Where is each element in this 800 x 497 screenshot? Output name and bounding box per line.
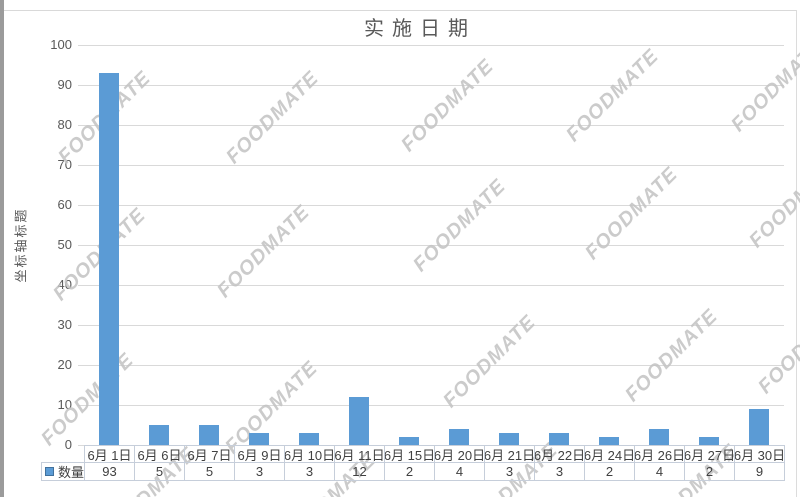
table-value-cell: 4 — [634, 462, 685, 481]
watermark-text: FOODMATE — [397, 55, 499, 157]
table-value-cell: 5 — [134, 462, 185, 481]
chart-border-right — [796, 10, 797, 497]
table-header-cell: 6月 22日 — [534, 445, 585, 463]
chart-title: 实施日期 — [364, 18, 476, 40]
table-value-cell: 2 — [684, 462, 735, 481]
gridline — [78, 205, 784, 206]
bar-6月 9日 — [249, 433, 269, 445]
gridline — [78, 125, 784, 126]
table-value-cell: 5 — [184, 462, 235, 481]
table-header-cell: 6月 7日 — [184, 445, 235, 463]
bar-6月 6日 — [149, 425, 169, 445]
table-header-cell: 6月 9日 — [234, 445, 285, 463]
table-value-cell: 3 — [484, 462, 535, 481]
watermark-text: FOODMATE — [745, 151, 800, 253]
table-value-cell: 3 — [234, 462, 285, 481]
table-value-cell: 3 — [284, 462, 335, 481]
table-header-cell: 6月 24日 — [584, 445, 635, 463]
gridline — [78, 165, 784, 166]
table-header-cell: 6月 6日 — [134, 445, 185, 463]
table-header-cell: 6月 26日 — [634, 445, 685, 463]
table-header-cell: 6月 30日 — [734, 445, 785, 463]
table-value-cell: 3 — [534, 462, 585, 481]
y-axis-tick-label: 90 — [57, 77, 72, 92]
gridline — [78, 325, 784, 326]
bar-6月 26日 — [649, 429, 669, 445]
table-header-cell: 6月 27日 — [684, 445, 735, 463]
legend-key-icon — [45, 467, 54, 476]
bar-6月 15日 — [399, 437, 419, 445]
gridline — [78, 285, 784, 286]
legend-label: 数量 — [58, 465, 85, 480]
table-value-cell: 12 — [334, 462, 385, 481]
bar-6月 7日 — [199, 425, 219, 445]
table-header-cell: 6月 11日 — [334, 445, 385, 463]
table-header-cell: 6月 1日 — [84, 445, 135, 463]
y-axis-tick-label: 40 — [57, 277, 72, 292]
bar-6月 27日 — [699, 437, 719, 445]
chart-border-top — [4, 10, 797, 11]
watermark-text: FOODMATE — [439, 311, 541, 413]
table-value-cell: 4 — [434, 462, 485, 481]
table-header-cell: 6月 15日 — [384, 445, 435, 463]
y-axis-tick-label: 0 — [64, 437, 72, 452]
watermark-text: FOODMATE — [727, 35, 800, 137]
bar-6月 22日 — [549, 433, 569, 445]
y-axis-tick-label: 30 — [57, 317, 72, 332]
bar-6月 30日 — [749, 409, 769, 445]
gridline — [78, 405, 784, 406]
bar-6月 11日 — [349, 397, 369, 445]
gridline — [78, 85, 784, 86]
watermark-text: FOODMATE — [562, 45, 664, 147]
watermark-text: FOODMATE — [213, 201, 315, 303]
y-axis-tick-label: 60 — [57, 197, 72, 212]
bar-6月 1日 — [99, 73, 119, 445]
table-value-cell: 9 — [734, 462, 785, 481]
bar-6月 24日 — [599, 437, 619, 445]
bar-6月 21日 — [499, 433, 519, 445]
y-axis-tick-label: 50 — [57, 237, 72, 252]
y-axis-tick-label: 20 — [57, 357, 72, 372]
window-edge-strip — [0, 0, 4, 497]
bar-6月 20日 — [449, 429, 469, 445]
bar-6月 10日 — [299, 433, 319, 445]
legend-cell: 数量 — [41, 462, 85, 481]
y-axis-title: 坐标轴标题 — [13, 207, 29, 283]
table-value-cell: 2 — [584, 462, 635, 481]
table-value-cell: 2 — [384, 462, 435, 481]
y-axis-tick-label: 100 — [50, 37, 72, 52]
y-axis-tick-label: 10 — [57, 397, 72, 412]
watermark-text: FOODMATE — [621, 305, 723, 407]
table-header-cell: 6月 21日 — [484, 445, 535, 463]
watermark-text: FOODMATE — [222, 67, 324, 169]
gridline — [78, 245, 784, 246]
y-axis-tick-label: 70 — [57, 157, 72, 172]
watermark-text: FOODMATE — [754, 297, 800, 399]
gridline — [78, 365, 784, 366]
table-header-cell: 6月 20日 — [434, 445, 485, 463]
table-header-cell: 6月 10日 — [284, 445, 335, 463]
watermark-text: FOODMATE — [581, 163, 683, 265]
watermark-text: FOODMATE — [409, 175, 511, 277]
table-value-cell: 93 — [84, 462, 135, 481]
y-axis-tick-label: 80 — [57, 117, 72, 132]
gridline — [78, 45, 784, 46]
